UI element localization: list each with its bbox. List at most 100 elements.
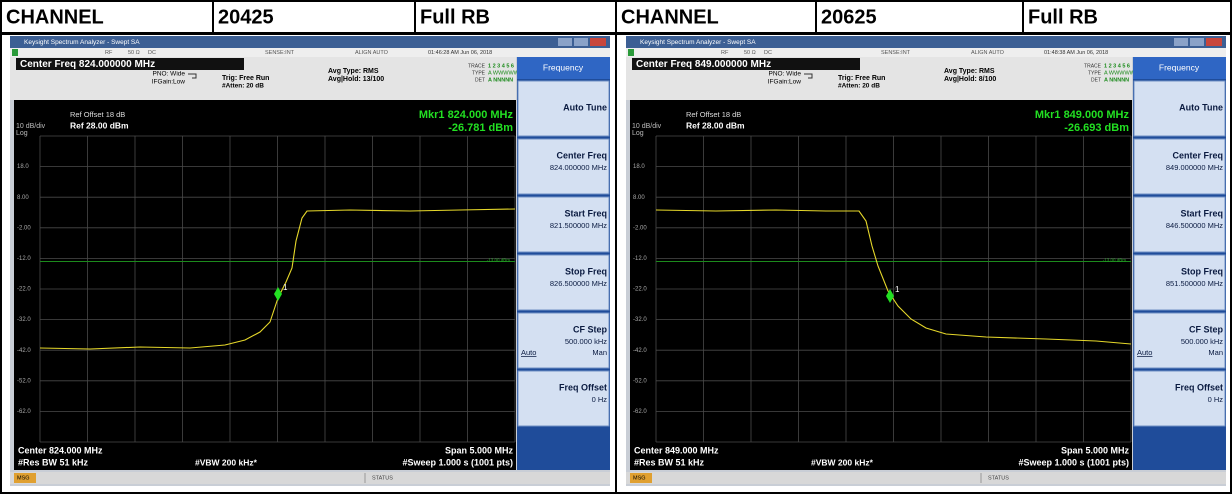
softkey[interactable] xyxy=(517,312,610,369)
y-axis-label: -62.0 xyxy=(633,409,647,415)
softkey[interactable] xyxy=(517,138,610,195)
limit-label: -13.00 dBm xyxy=(1103,258,1127,263)
softkey-label: Auto Tune xyxy=(563,102,607,112)
softkey-value: 851.500000 MHz xyxy=(1166,279,1223,288)
softkey-label: Center Freq xyxy=(1172,150,1223,160)
scale-type: Log xyxy=(632,130,644,137)
trace-info: A NNNNN xyxy=(488,77,513,83)
ref-level: Ref 28.00 dBm xyxy=(686,120,745,130)
y-axis-label: -12.0 xyxy=(633,256,647,262)
softkey-label: CF Step xyxy=(1189,324,1224,334)
y-axis-label: -12.0 xyxy=(17,256,31,262)
softkey-label: Stop Freq xyxy=(1181,266,1223,276)
trace-info: A WWWWW xyxy=(488,70,520,76)
header-cell: CHANNEL xyxy=(6,6,104,28)
window-title: Keysight Spectrum Analyzer - Swept SA xyxy=(24,39,140,46)
header-row: CHANNEL 20425 Full RB CHANNEL 20625 Full… xyxy=(0,0,1232,34)
softkey-value: 500.000 kHz xyxy=(565,337,607,346)
footer-text: #Res BW 51 kHz xyxy=(634,457,705,467)
window-button xyxy=(574,38,588,46)
trace-info: TYPE xyxy=(472,70,486,76)
softkey[interactable] xyxy=(517,80,610,137)
softkey-label: Start Freq xyxy=(1180,208,1223,218)
app-icon xyxy=(628,49,634,56)
trace-info: 1 2 3 4 5 6 xyxy=(488,63,514,69)
menu-title: Frequency xyxy=(543,62,584,72)
toolbar xyxy=(626,48,1226,57)
setting: Avg Type: RMS xyxy=(944,68,995,75)
limit-label: -13.00 dBm xyxy=(487,258,511,263)
setting: PNO: Wide xyxy=(152,71,185,78)
toolbar-text: 50 Ω xyxy=(744,50,756,56)
center-freq: Center Freq 849.000000 MHz xyxy=(636,59,771,70)
softkey-value: 0 Hz xyxy=(592,395,608,404)
y-axis-label: -52.0 xyxy=(17,378,31,384)
softkey[interactable] xyxy=(1133,80,1226,137)
window-button xyxy=(1206,38,1222,46)
y-axis-label: -52.0 xyxy=(633,378,647,384)
softkey-value: 500.000 kHz xyxy=(1181,337,1223,346)
setting: Avg|Hold: 8/100 xyxy=(944,76,996,83)
trace-info: TYPE xyxy=(1088,70,1102,76)
y-axis-label: 18.0 xyxy=(17,164,29,170)
softkey-label: Auto Tune xyxy=(1179,102,1223,112)
y-axis-label: -2.00 xyxy=(633,225,647,231)
footer-text: Center 824.000 MHz xyxy=(18,445,103,455)
marker-id: 1 xyxy=(283,283,288,292)
softkey[interactable] xyxy=(1133,312,1226,369)
toolbar-text: ALIGN AUTO xyxy=(971,50,1005,56)
timestamp: 01:46:28 AM Jun 06, 2018 xyxy=(428,50,492,56)
title-bar xyxy=(10,36,610,48)
softkey[interactable] xyxy=(517,254,610,311)
softkey-label: Start Freq xyxy=(564,208,607,218)
y-axis-label: -2.00 xyxy=(17,225,31,231)
toolbar-text: RF xyxy=(721,50,729,56)
window-button xyxy=(1174,38,1188,46)
softkey[interactable] xyxy=(517,196,610,253)
menu-title-bg xyxy=(517,57,610,79)
softkey[interactable] xyxy=(1133,196,1226,253)
center-freq-box xyxy=(16,58,244,70)
softkey-label: Freq Offset xyxy=(1175,382,1223,392)
trace-info: 1 2 3 4 5 6 xyxy=(1104,63,1130,69)
status-bar xyxy=(10,472,610,484)
toolbar-text: DC xyxy=(764,50,772,56)
pno-icon xyxy=(188,73,197,79)
setting: Trig: Free Run xyxy=(838,75,885,82)
softkey[interactable] xyxy=(1133,370,1226,427)
setting: Avg Type: RMS xyxy=(328,68,379,75)
footer-text: Span 5.000 MHz xyxy=(1061,445,1130,455)
softkey-option: Man xyxy=(592,348,607,357)
footer-text: #Sweep 1.000 s (1001 pts) xyxy=(402,457,513,467)
graph-area xyxy=(630,100,1132,470)
softkey[interactable] xyxy=(1133,254,1226,311)
softkey-option: Auto xyxy=(521,348,536,357)
header-cell: 20425 xyxy=(218,6,274,28)
softkey-value: 0 Hz xyxy=(1208,395,1224,404)
setting: Trig: Free Run xyxy=(222,75,269,82)
window-title: Keysight Spectrum Analyzer - Swept SA xyxy=(640,39,756,46)
trace-info: TRACE xyxy=(1084,63,1102,69)
header-cell: 20625 xyxy=(821,6,877,28)
softkey[interactable] xyxy=(1133,138,1226,195)
trace-info: A NNNNN xyxy=(1104,77,1129,83)
toolbar-text: 50 Ω xyxy=(128,50,140,56)
toolbar-text: DC xyxy=(148,50,156,56)
scale: 10 dB/div xyxy=(16,123,46,130)
trace-info: DET xyxy=(1091,77,1101,83)
status-label: STATUS xyxy=(372,475,393,481)
softkey-value: 824.000000 MHz xyxy=(550,163,607,172)
menu-title: Frequency xyxy=(1159,62,1200,72)
ref-level: Ref 28.00 dBm xyxy=(70,120,129,130)
toolbar xyxy=(10,48,610,57)
marker xyxy=(886,289,894,303)
analyzer-window: Keysight Spectrum Analyzer - Swept SA RF 5… xyxy=(10,36,610,486)
softkey[interactable] xyxy=(517,370,610,427)
marker-readout: -26.781 dBm xyxy=(448,122,513,134)
center-freq-box xyxy=(632,58,860,70)
status-bar xyxy=(626,472,1226,484)
setting: #Atten: 20 dB xyxy=(222,83,264,90)
footer-text: #Res BW 51 kHz xyxy=(18,457,89,467)
y-axis-label: -42.0 xyxy=(633,348,647,354)
